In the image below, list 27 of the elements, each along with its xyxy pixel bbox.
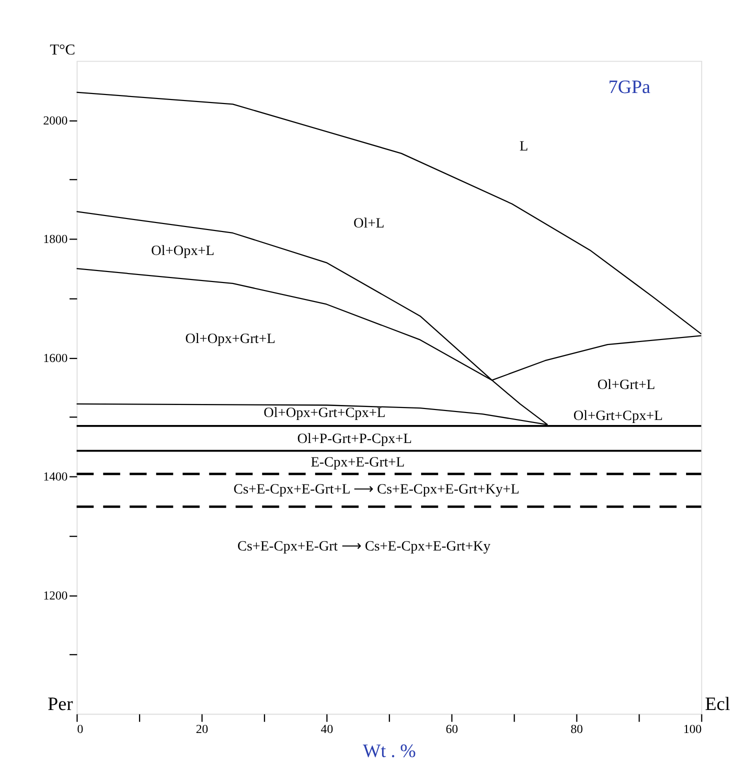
- y-tick-label: 1800: [43, 232, 68, 246]
- x-tick-label: 0: [77, 722, 84, 736]
- annotation: Ol+P-Grt+P-Cpx+L: [297, 430, 412, 447]
- annotation: Ol+Grt+Cpx+L: [573, 408, 663, 424]
- y-tick-label: 2000: [43, 113, 68, 128]
- x-axis-title: Wt . %: [362, 740, 416, 762]
- annotation: Ol+Opx+Grt+Cpx+L: [264, 404, 386, 421]
- annotation: Cs+E-Cpx+E-Grt+L ⟶ Cs+E-Cpx+E-Grt+Ky+L: [233, 481, 520, 498]
- annotation: L: [519, 138, 528, 154]
- text: Ecl: [704, 694, 730, 716]
- y-tick-label: 1400: [43, 470, 68, 484]
- y-tick-label: 1600: [43, 350, 68, 365]
- annotation: Ol+Opx+L: [151, 242, 214, 259]
- annotation: Ol+L: [354, 216, 384, 232]
- y-tick-label: 1200: [43, 588, 68, 602]
- x-tick-label: 20: [196, 722, 208, 736]
- x-tick-label: 40: [320, 722, 334, 736]
- y-axis-title: T°C: [50, 42, 76, 59]
- annotation: Ol+Opx+Grt+L: [185, 331, 276, 348]
- text: 7GPa: [608, 77, 651, 98]
- x-tick-label: 80: [570, 722, 583, 736]
- x-tick-label: 60: [446, 722, 458, 736]
- text: Per: [48, 694, 74, 716]
- annotation: E-Cpx+E-Grt+L: [310, 454, 405, 470]
- annotation: Cs+E-Cpx+E-Grt ⟶ Cs+E-Cpx+E-Grt+Ky: [237, 538, 492, 555]
- x-tick-label: 100: [683, 722, 702, 736]
- annotation: Ol+Grt+L: [597, 376, 656, 393]
